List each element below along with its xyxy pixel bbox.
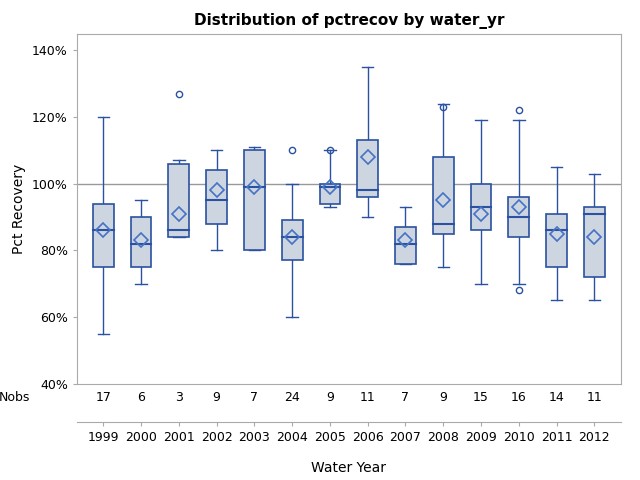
Bar [168,164,189,237]
Text: Nobs: Nobs [0,391,31,404]
Bar [508,197,529,237]
Title: Distribution of pctrecov by water_yr: Distribution of pctrecov by water_yr [193,13,504,29]
Bar [546,214,567,267]
Text: 9: 9 [326,391,334,404]
Text: 17: 17 [95,391,111,404]
Text: 14: 14 [548,391,564,404]
Text: 15: 15 [473,391,489,404]
Bar [93,204,114,267]
Y-axis label: Pct Recovery: Pct Recovery [12,163,26,254]
Bar [319,183,340,204]
Text: Water Year: Water Year [311,461,387,475]
Bar [206,170,227,224]
Text: 16: 16 [511,391,527,404]
Text: 11: 11 [586,391,602,404]
Bar [584,207,605,277]
Bar [282,220,303,260]
Bar [433,157,454,234]
Text: 6: 6 [137,391,145,404]
Text: 11: 11 [360,391,376,404]
Text: 9: 9 [212,391,221,404]
Bar [357,140,378,197]
Text: 7: 7 [250,391,259,404]
Bar [131,217,152,267]
Text: 3: 3 [175,391,183,404]
Text: 7: 7 [401,391,410,404]
Bar [470,183,492,230]
Text: 24: 24 [284,391,300,404]
Text: 9: 9 [439,391,447,404]
Bar [395,227,416,264]
Bar [244,150,265,250]
